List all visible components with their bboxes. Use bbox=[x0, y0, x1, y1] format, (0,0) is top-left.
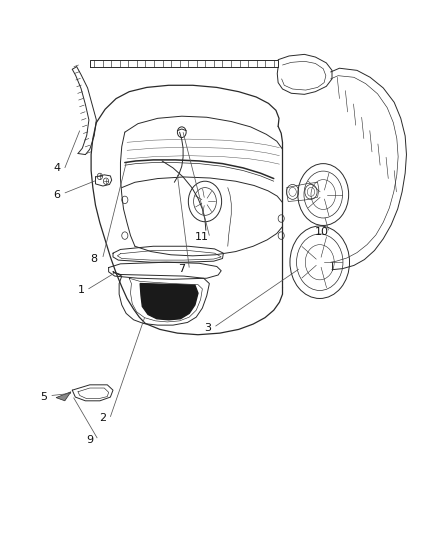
Text: 1: 1 bbox=[78, 286, 85, 295]
Text: 11: 11 bbox=[194, 232, 208, 242]
Text: 5: 5 bbox=[40, 392, 47, 402]
Text: 3: 3 bbox=[205, 323, 212, 333]
Text: 2: 2 bbox=[99, 414, 106, 423]
Polygon shape bbox=[140, 284, 198, 320]
Text: 8: 8 bbox=[91, 254, 98, 263]
Text: 9: 9 bbox=[86, 435, 93, 445]
Text: 7: 7 bbox=[178, 264, 185, 274]
Text: 6: 6 bbox=[53, 190, 60, 199]
Polygon shape bbox=[56, 392, 71, 401]
Text: 10: 10 bbox=[315, 227, 329, 237]
Text: 4: 4 bbox=[53, 163, 60, 173]
